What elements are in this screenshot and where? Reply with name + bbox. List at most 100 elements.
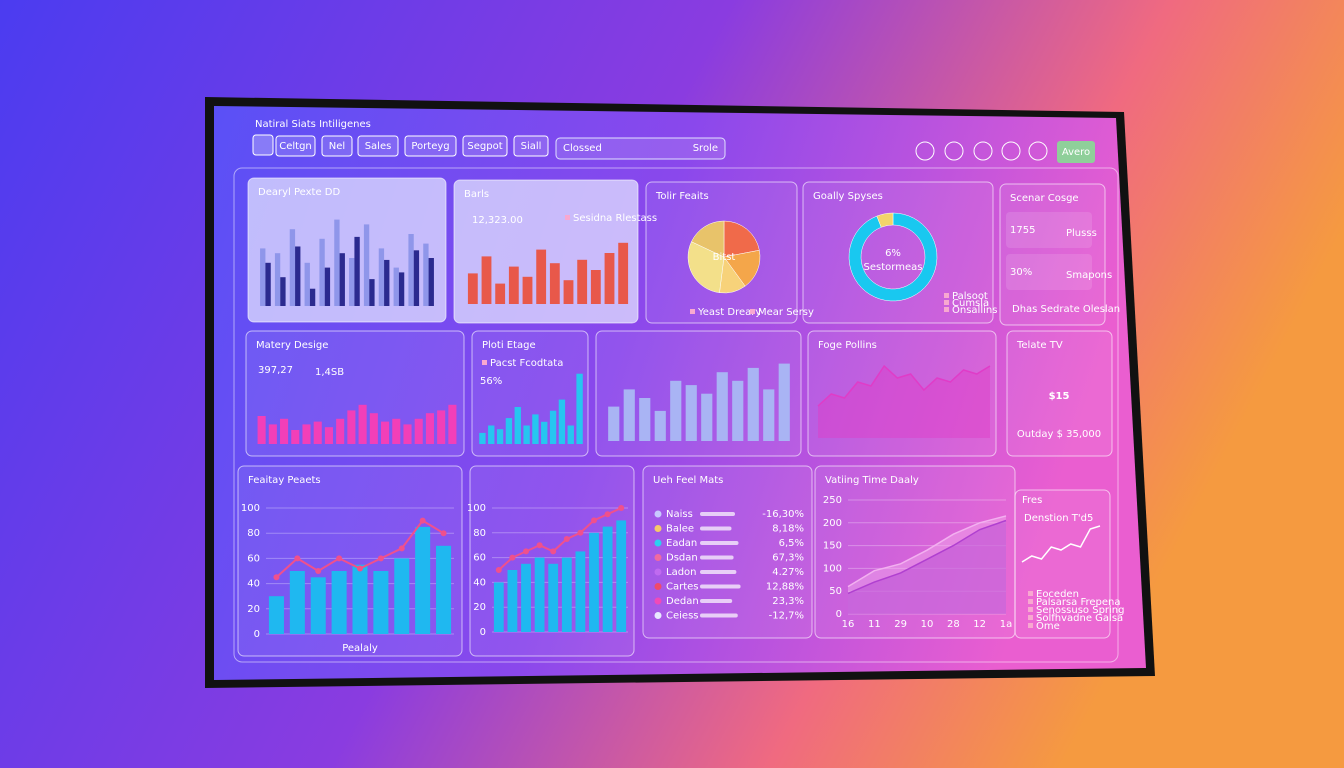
y-tick-label: 0 — [480, 627, 486, 638]
line-point — [398, 545, 405, 552]
search-text[interactable]: Clossed — [563, 143, 602, 154]
line — [817, 364, 991, 407]
nav-button[interactable] — [513, 135, 549, 157]
icon-button[interactable] — [252, 134, 274, 156]
bar — [304, 262, 310, 306]
legend-swatch — [944, 300, 949, 305]
line-point — [550, 548, 557, 555]
line-point — [495, 567, 502, 573]
line-point — [336, 555, 343, 562]
icon[interactable] — [1001, 141, 1021, 161]
row-value: 6,5% — [779, 538, 804, 549]
nav-label[interactable]: Celtgn — [279, 141, 312, 152]
bar — [352, 564, 368, 634]
bar — [549, 263, 560, 304]
line-point — [577, 529, 584, 536]
center-label: 6% — [885, 248, 901, 259]
nav-button[interactable] — [357, 135, 399, 157]
legend-swatch — [690, 309, 695, 314]
slice — [876, 212, 894, 228]
legend-swatch — [1028, 591, 1033, 596]
row-dot — [654, 597, 662, 605]
bar — [358, 404, 367, 444]
search-box[interactable] — [555, 137, 726, 160]
row-dot — [654, 612, 662, 619]
nav-label[interactable]: Nel — [329, 141, 345, 152]
kpi-label: Plusss — [1066, 228, 1097, 239]
legend-swatch — [1028, 607, 1033, 612]
panel-title: Ploti Etage — [482, 340, 536, 351]
x-tick-label: 29 — [894, 619, 907, 630]
line-point — [440, 530, 447, 537]
search-button[interactable]: Srole — [693, 143, 718, 154]
row-dot — [654, 568, 662, 576]
bar — [280, 418, 289, 444]
bar — [563, 280, 574, 304]
bar — [280, 277, 286, 306]
row-bar — [700, 599, 733, 603]
bar — [576, 373, 583, 444]
bar — [701, 393, 713, 441]
bar — [373, 571, 389, 634]
bar — [260, 248, 266, 306]
nav-label[interactable]: Siall — [521, 141, 542, 152]
icon[interactable] — [1028, 141, 1048, 161]
bar — [670, 380, 682, 441]
bar — [324, 427, 333, 444]
nav-button[interactable] — [404, 135, 457, 157]
bar — [514, 407, 521, 444]
row-value: -16,30% — [762, 509, 804, 520]
action-button[interactable] — [1057, 141, 1095, 163]
legend-label: Pacst Fcodtata — [490, 358, 563, 369]
bar — [507, 570, 518, 632]
x-axis-label: Pealaly — [342, 643, 378, 654]
bar — [414, 418, 423, 444]
nav-button[interactable] — [462, 135, 508, 157]
bar — [413, 250, 420, 306]
x-tick-label: 12 — [973, 619, 986, 630]
panel-title: Fres — [1022, 495, 1042, 506]
nav-label[interactable]: Sales — [365, 141, 392, 152]
bar — [505, 418, 513, 444]
bar — [369, 413, 378, 444]
bar — [334, 219, 340, 306]
legend-swatch — [565, 215, 570, 220]
bar — [639, 398, 651, 441]
line-point — [509, 554, 516, 561]
panel-title: Matery Desige — [256, 340, 328, 351]
line-point — [604, 511, 611, 518]
bar — [354, 236, 360, 306]
row-value: 4.27% — [772, 567, 804, 578]
row-bar — [700, 570, 737, 574]
line-point — [523, 548, 529, 555]
bar — [268, 596, 284, 634]
icon[interactable] — [915, 141, 935, 161]
icon[interactable] — [973, 141, 993, 161]
center-sub: Sestormeas — [864, 262, 923, 273]
row-value: 8,18% — [772, 524, 804, 535]
panel — [1014, 489, 1111, 639]
y-tick-label: 20 — [247, 604, 260, 615]
action-label[interactable]: Avero — [1062, 147, 1090, 158]
bar — [716, 372, 728, 441]
bar — [394, 558, 410, 634]
nav-button[interactable] — [321, 135, 353, 157]
row-dot — [654, 525, 662, 532]
y-tick-label: 0 — [254, 629, 260, 640]
bar — [558, 399, 566, 444]
row-name: Ladon — [666, 567, 697, 578]
icon[interactable] — [944, 141, 964, 161]
kpi-sub: Outday $ 35,000 — [1017, 429, 1101, 440]
nav-label[interactable]: Porteyg — [411, 141, 449, 152]
bar — [403, 424, 412, 444]
row-value: 12,88% — [766, 582, 804, 593]
nav-label[interactable]: Segpot — [467, 141, 502, 152]
nav-button[interactable] — [275, 135, 316, 157]
panel — [1006, 330, 1113, 457]
bar — [522, 276, 533, 304]
line — [498, 507, 622, 571]
y-tick-label: 100 — [467, 503, 486, 514]
legend-label: Onsallins — [952, 305, 997, 316]
